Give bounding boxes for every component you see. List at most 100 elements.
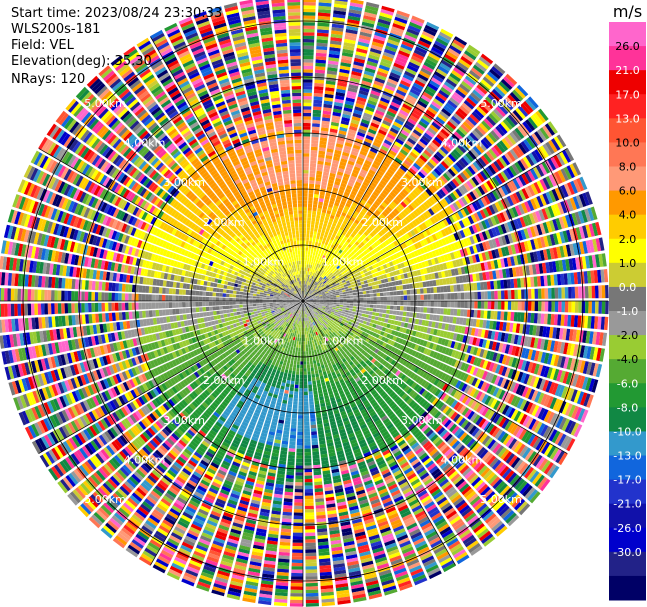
range-gate-cell [588,285,592,299]
range-gate-cell [311,133,319,138]
range-gate-cell [332,187,339,192]
range-gate-cell [350,233,356,238]
range-gate-cell [423,27,437,37]
range-gate-cell [480,53,494,65]
range-gate-cell [351,147,360,153]
range-gate-cell [372,312,376,316]
range-gate-cell [336,210,342,215]
range-gate-cell [591,285,596,299]
range-gate-cell [336,302,340,305]
range-gate-cell [574,286,579,299]
range-gate-cell [351,238,357,244]
range-gate-cell [346,93,356,100]
range-gate-cell [317,232,321,236]
range-gate-cell [316,211,321,216]
range-gate-cell [424,88,435,97]
range-gate-cell [379,213,386,220]
range-gate-cell [357,213,364,219]
range-gate-cell [353,210,359,216]
range-gate-cell [398,180,406,188]
range-gate-cell [379,204,386,211]
range-gate-cell [309,254,313,259]
range-gate-cell [352,292,357,296]
range-gate-cell [322,205,328,210]
range-gate-cell [305,244,309,248]
range-gate-cell [432,139,441,148]
range-gate-cell [312,210,317,215]
range-gate-cell [335,91,346,97]
range-gate-cell [333,153,341,158]
range-gate-cell [303,75,313,80]
range-gate-cell [444,301,448,308]
range-gate-cell [316,32,329,37]
range-gate-cell [319,218,324,223]
range-gate-cell [401,162,410,170]
range-gate-cell [359,86,370,93]
range-gate-cell [415,173,423,182]
range-gate-cell [409,289,414,295]
range-gate-cell [460,309,465,317]
range-gate-cell [354,106,364,112]
range-gate-cell [372,289,377,293]
range-gate-cell [303,230,306,234]
range-gate-cell [362,216,368,223]
range-gate-cell [372,308,377,312]
range-gate-cell [304,291,306,295]
range-gate-cell [441,108,452,117]
range-gate-cell [314,228,318,232]
range-gate-cell [315,218,320,222]
range-gate-cell [395,285,400,291]
range-gate-cell [397,86,408,94]
range-gate-cell [306,284,308,289]
range-gate-cell [370,47,382,55]
range-gate-cell [330,255,335,260]
range-gate-cell [387,39,400,46]
range-gate-cell [348,235,354,241]
range-gate-cell [319,143,327,149]
range-gate-cell [382,51,395,59]
range-gate-cell [315,66,326,71]
range-gate-cell [308,247,311,252]
range-gate-cell [365,156,374,163]
range-gate-cell [307,250,311,255]
range-gate-cell [354,57,366,64]
range-gate-cell [338,130,347,136]
range-gate-cell [350,316,355,320]
range-gate-cell [303,223,307,228]
range-gate-cell [303,25,315,30]
range-gate-cell [342,291,347,295]
range-gate-cell [453,91,464,101]
range-gate-cell [360,147,369,154]
range-gate-cell [322,274,326,279]
range-gate-cell [319,253,324,258]
range-gate-cell [314,262,318,267]
range-gate-cell [320,243,325,248]
range-gate-cell [340,200,346,206]
range-gate-cell [412,82,424,91]
range-gate-cell [328,232,333,237]
range-gate-cell [354,219,360,225]
range-gate-cell [325,238,330,243]
range-gate-cell [360,301,364,304]
range-gate-cell [305,291,308,295]
range-gate-cell [450,285,454,292]
range-gate-cell [310,251,313,255]
range-gate-cell [308,244,312,248]
range-gate-cell [305,288,307,292]
range-gate-cell [311,279,314,283]
range-gate-cell [345,97,355,103]
range-gate-cell [424,24,438,34]
range-gate-cell [315,180,321,185]
range-gate-cell [371,41,384,48]
range-gate-cell [319,236,324,241]
range-gate-cell [378,284,383,289]
range-gate-cell [455,110,466,120]
range-gate-cell [442,84,454,93]
range-gate-cell [308,290,312,294]
range-gate-cell [329,200,335,205]
range-gate-cell [326,73,337,79]
range-gate-cell [544,301,549,312]
range-gate-cell [333,156,340,162]
range-gate-cell [332,253,337,258]
range-gate-cell [350,150,359,157]
